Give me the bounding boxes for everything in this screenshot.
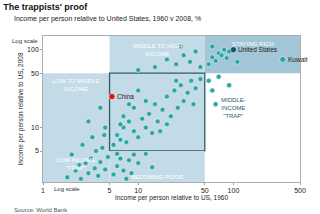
svg-text:Income per person relative to: Income per person relative to US, 1960 — [115, 194, 228, 202]
svg-text:Source: World Bank: Source: World Bank — [14, 207, 68, 213]
svg-text:China: China — [117, 93, 134, 100]
svg-text:The trappists' proof: The trappists' proof — [3, 2, 88, 12]
svg-text:BECOMING POOR: BECOMING POOR — [131, 174, 184, 180]
svg-text:Income per person relative to: Income per person relative to US, 2008 — [17, 52, 25, 165]
svg-text:STAYING RICH: STAYING RICH — [232, 41, 274, 47]
svg-text:Kuwait: Kuwait — [288, 56, 308, 63]
svg-text:10: 10 — [31, 124, 39, 131]
svg-text:Log scale: Log scale — [54, 186, 80, 192]
svg-text:United States: United States — [238, 46, 278, 53]
svg-text:MIDDLE TO HIGHINCOME: MIDDLE TO HIGHINCOME — [133, 43, 182, 57]
svg-text:LOW-INCOME"TRAP": LOW-INCOME"TRAP" — [56, 157, 96, 171]
svg-text:Income per person relative to: Income per person relative to United Sta… — [14, 15, 201, 23]
svg-text:LOW TO MIDDLEINCOME: LOW TO MIDDLEINCOME — [52, 78, 100, 92]
svg-text:1: 1 — [41, 187, 45, 194]
svg-text:100: 100 — [27, 46, 39, 53]
svg-text:Log scale: Log scale — [12, 38, 38, 44]
svg-text:MIDDLE-INCOME"TRAP": MIDDLE-INCOME"TRAP" — [221, 97, 246, 119]
svg-text:100: 100 — [228, 187, 240, 194]
svg-text:50: 50 — [31, 70, 39, 77]
svg-text:50: 50 — [201, 187, 209, 194]
svg-text:500: 500 — [294, 187, 306, 194]
svg-text:5: 5 — [108, 187, 112, 194]
svg-text:5: 5 — [35, 147, 39, 154]
svg-text:10: 10 — [134, 187, 142, 194]
